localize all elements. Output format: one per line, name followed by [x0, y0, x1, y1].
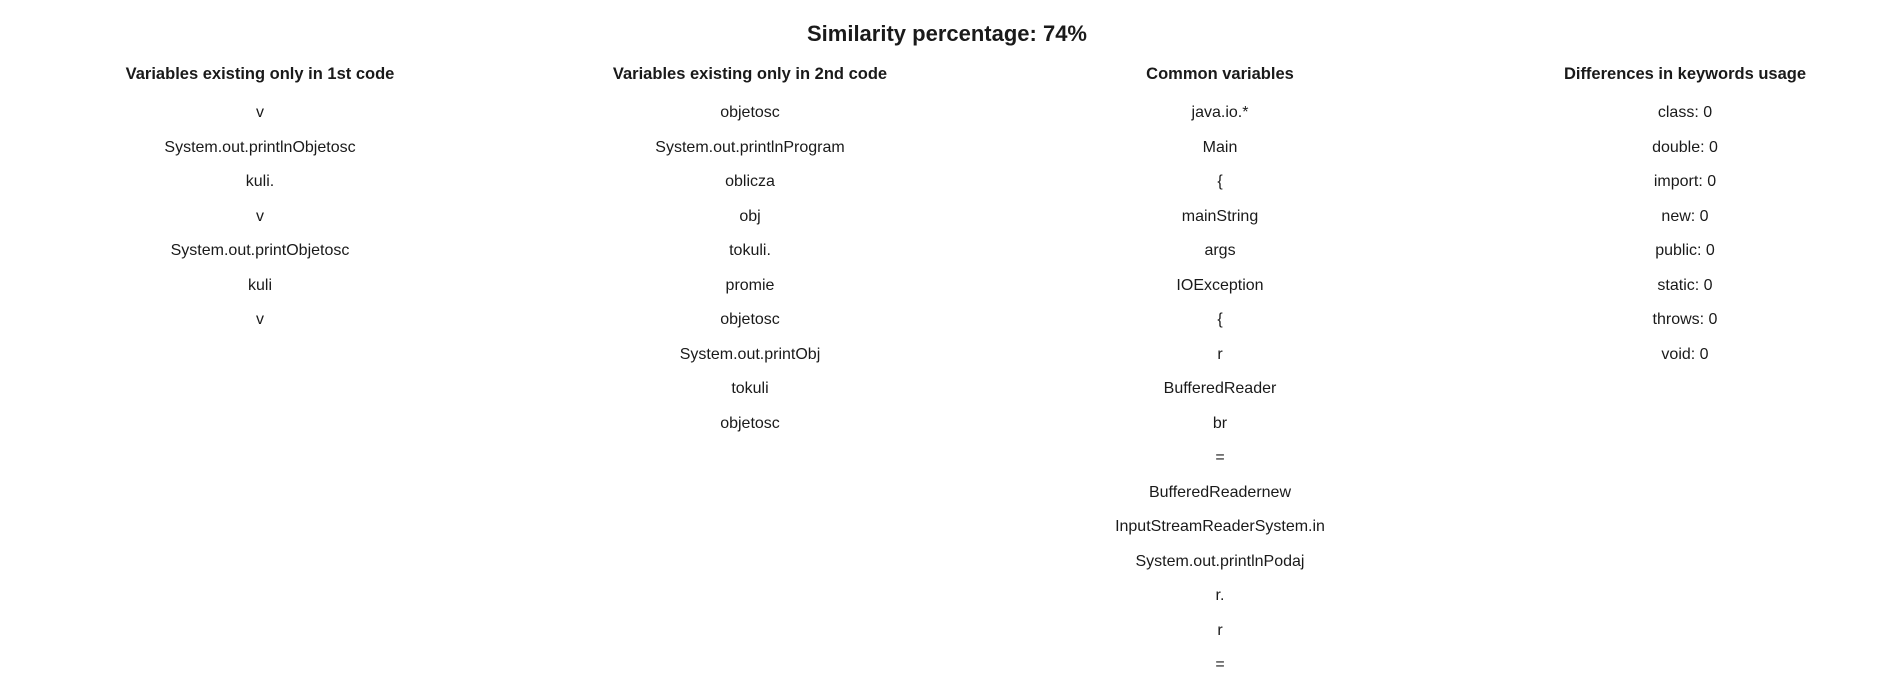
column-header: Variables existing only in 2nd code	[612, 65, 888, 83]
list-item: objetosc	[720, 104, 780, 121]
column-header: Variables existing only in 1st code	[125, 65, 395, 83]
column-common-vars: Common variables java.io.* Main { mainStrin…	[1020, 62, 1420, 683]
list-item: kuli.	[245, 173, 275, 190]
column-header: Common variables	[1146, 65, 1294, 83]
list-item: r	[1217, 621, 1223, 639]
list-item: System.out.printlnProgram	[655, 138, 845, 156]
list-item: IOException	[1176, 276, 1264, 294]
column-vars-only-second: Variables existing only in 2nd code obje…	[550, 62, 950, 441]
list-item: InputStreamReaderSystem.in	[1115, 518, 1325, 535]
list-item: class: 0	[1657, 104, 1713, 121]
column-vars-only-first: Variables existing only in 1st code v Sys…	[60, 62, 460, 338]
list-item: =	[1215, 449, 1225, 466]
list-item: double: 0	[1652, 138, 1718, 156]
list-item: {	[1217, 173, 1223, 190]
variable-list: java.io.* Main { mainString args IOException {…	[1020, 96, 1420, 683]
list-item: promie	[725, 276, 775, 294]
list-item: System.out.printlnObjetosc	[164, 138, 356, 156]
list-item: new: 0	[1661, 207, 1709, 225]
list-item: static: 0	[1657, 276, 1713, 294]
list-item: System.out.printObj	[679, 345, 821, 363]
list-item: v	[256, 104, 264, 121]
list-item: r.	[1215, 587, 1225, 604]
list-item: import: 0	[1653, 173, 1717, 190]
list-item: =	[1215, 656, 1225, 673]
list-item: {	[1217, 311, 1223, 328]
variable-list: v System.out.printlnObjetosc kuli. v System.…	[60, 96, 460, 338]
list-item: kuli	[247, 276, 272, 294]
list-item: obj	[739, 207, 761, 225]
list-item: throws: 0	[1652, 311, 1718, 328]
list-item: tokuli.	[729, 242, 771, 259]
list-item: java.io.*	[1191, 104, 1249, 121]
keyword-list: class: 0 double: 0 import: 0 new: 0 public: …	[1485, 96, 1885, 372]
column-keyword-diffs: Differences in keywords usage class: 0 do…	[1485, 62, 1885, 372]
list-item: System.out.printObjetosc	[170, 242, 350, 259]
list-item: Main	[1202, 138, 1238, 156]
list-item: void: 0	[1661, 345, 1709, 363]
list-item: System.out.printlnPodaj	[1135, 552, 1305, 570]
list-item: public: 0	[1655, 242, 1715, 259]
similarity-title: Similarity percentage: 74%	[806, 21, 1087, 46]
list-item: tokuli	[731, 380, 769, 397]
column-header: Differences in keywords usage	[1563, 65, 1807, 83]
list-item: BufferedReader	[1163, 380, 1277, 397]
list-item: BufferedReadernew	[1148, 483, 1292, 501]
list-item: r	[1217, 345, 1223, 363]
variable-list: objetosc System.out.printlnProgram oblicza…	[550, 96, 950, 441]
list-item: oblicza	[725, 173, 775, 190]
list-item: v	[256, 207, 264, 225]
list-item: objetosc	[720, 414, 780, 432]
list-item: v	[256, 311, 264, 328]
list-item: objetosc	[720, 311, 780, 328]
list-item: br	[1212, 414, 1228, 432]
list-item: mainString	[1181, 207, 1259, 225]
list-item: args	[1204, 242, 1236, 259]
